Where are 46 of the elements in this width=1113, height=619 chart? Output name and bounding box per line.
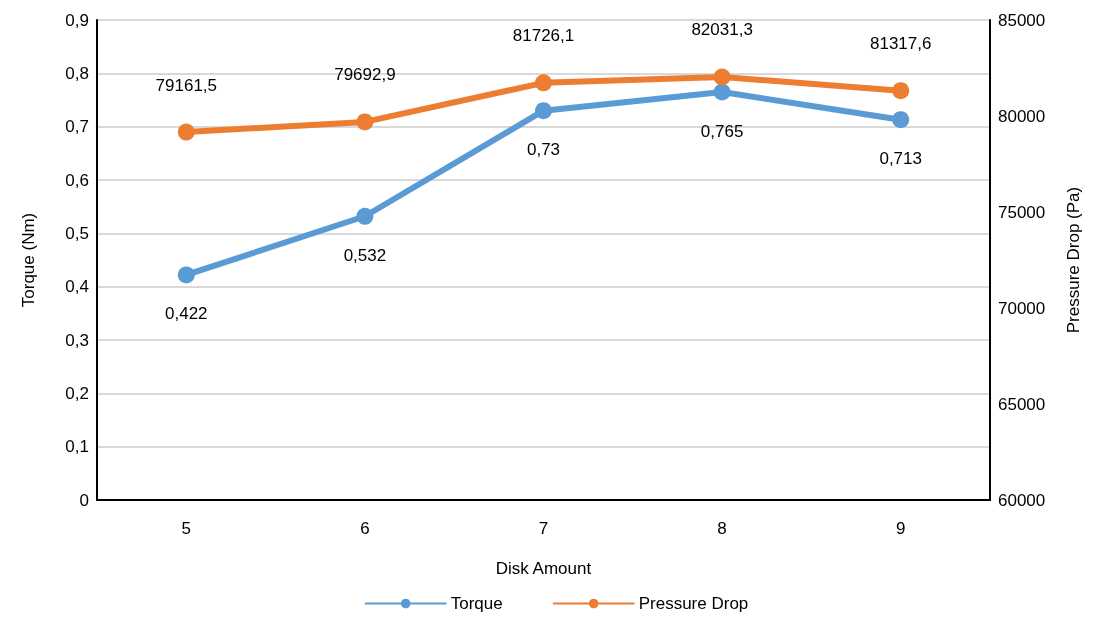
data-label: 81726,1 [512, 26, 575, 46]
x-tick-label: 9 [895, 519, 906, 538]
y-tick-label: 0,4 [65, 277, 89, 297]
data-label: 79161,5 [155, 75, 218, 95]
x-tick-label: 5 [181, 519, 192, 538]
point [713, 68, 731, 86]
legend-label: Pressure Drop [638, 594, 749, 613]
y-tick-label: 0,1 [65, 437, 89, 457]
y-tick-label: 0,5 [65, 223, 89, 243]
point [356, 207, 374, 225]
data-label: 0,765 [700, 121, 744, 141]
point [892, 82, 910, 100]
point [356, 113, 374, 131]
y2-tick-label: 60000 [998, 490, 1046, 510]
point [177, 123, 195, 141]
data-label: 81317,6 [869, 34, 932, 54]
data-label: 0,713 [879, 149, 922, 169]
y-tick-label: 0 [79, 490, 89, 510]
point [713, 83, 731, 101]
y2-tick-label: 70000 [998, 298, 1046, 318]
legend-label: Torque [450, 594, 503, 613]
y2-tick-label: 75000 [998, 202, 1046, 222]
point [535, 74, 552, 92]
x-axis-title: Disk Amount [495, 559, 592, 578]
data-label: 79692,9 [334, 65, 396, 85]
y-tick-label: 0,7 [65, 117, 89, 137]
x-tick-label: 6 [360, 519, 370, 538]
y-tick-label: 0,6 [65, 170, 89, 190]
y2-axis-title: Pressure Drop (Pa) [1064, 186, 1083, 334]
data-label: 0,73 [526, 140, 561, 160]
point [535, 102, 552, 120]
y-tick-label: 0,2 [65, 383, 89, 403]
point [892, 111, 910, 129]
data-label: 0,532 [343, 245, 387, 265]
y-axis-title: Torque (Nm) [19, 212, 38, 308]
y-tick-label: 0,9 [65, 10, 89, 30]
y2-tick-label: 80000 [998, 106, 1046, 126]
y2-tick-label: 85000 [998, 10, 1046, 30]
x-tick-label: 8 [717, 519, 727, 538]
data-label: 0,422 [165, 304, 208, 324]
y2-tick-label: 65000 [998, 394, 1046, 414]
data-label: 82031,3 [691, 20, 753, 40]
y-tick-label: 0,3 [65, 330, 89, 350]
point [177, 266, 195, 284]
x-tick-label: 7 [538, 519, 549, 538]
y-tick-label: 0,8 [65, 63, 89, 83]
